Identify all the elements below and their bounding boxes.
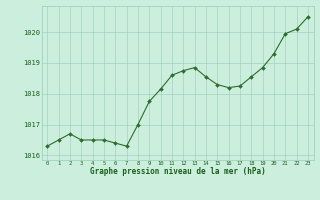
X-axis label: Graphe pression niveau de la mer (hPa): Graphe pression niveau de la mer (hPa) bbox=[90, 167, 266, 176]
